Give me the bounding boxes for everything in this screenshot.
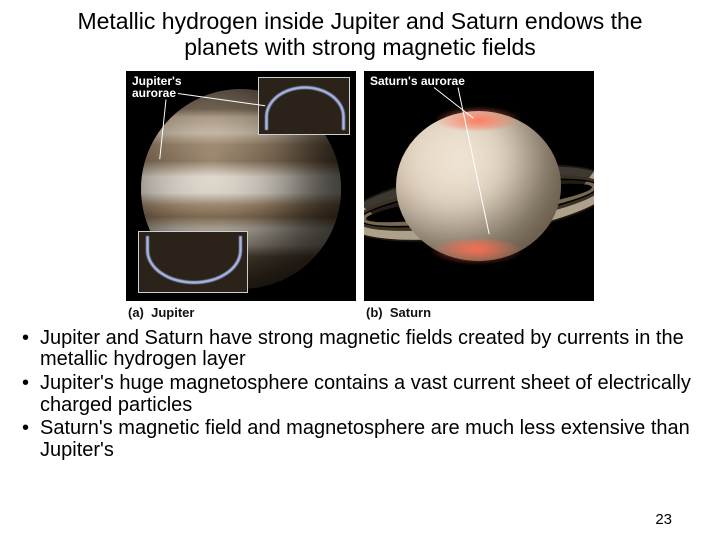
bullet-item: Saturn's magnetic field and magnetospher… (18, 418, 702, 461)
figure-row: Jupiter's aurorae (a) Jupiter Saturn's a… (0, 65, 720, 322)
jupiter-panel-label: Jupiter's aurorae (132, 75, 192, 100)
bullet-list: Jupiter and Saturn have strong magnetic … (0, 322, 720, 462)
jupiter-caption: (a) Jupiter (128, 305, 194, 320)
figure-saturn: Saturn's aurorae (b) Saturn (364, 71, 594, 320)
caption-letter: (b) (366, 305, 383, 320)
jupiter-panel: Jupiter's aurorae (126, 71, 356, 301)
jupiter-inset-north (258, 77, 350, 135)
aurora-glow-icon (429, 239, 524, 265)
saturn-caption: (b) Saturn (366, 305, 431, 320)
caption-name: Jupiter (151, 305, 194, 320)
bullet-item: Jupiter's huge magnetosphere contains a … (18, 373, 702, 416)
saturn-panel: Saturn's aurorae (364, 71, 594, 301)
aurora-arc-icon (146, 236, 242, 284)
figure-jupiter: Jupiter's aurorae (a) Jupiter (126, 71, 356, 320)
aurora-arc-icon (265, 86, 345, 130)
slide-number: 23 (655, 511, 672, 528)
caption-letter: (a) (128, 305, 144, 320)
jupiter-inset-south (138, 231, 248, 293)
slide-title: Metallic hydrogen inside Jupiter and Sat… (0, 0, 720, 65)
saturn-panel-label: Saturn's aurorae (370, 75, 480, 88)
caption-name: Saturn (390, 305, 431, 320)
bullet-item: Jupiter and Saturn have strong magnetic … (18, 328, 702, 371)
aurora-glow-icon (434, 106, 522, 130)
